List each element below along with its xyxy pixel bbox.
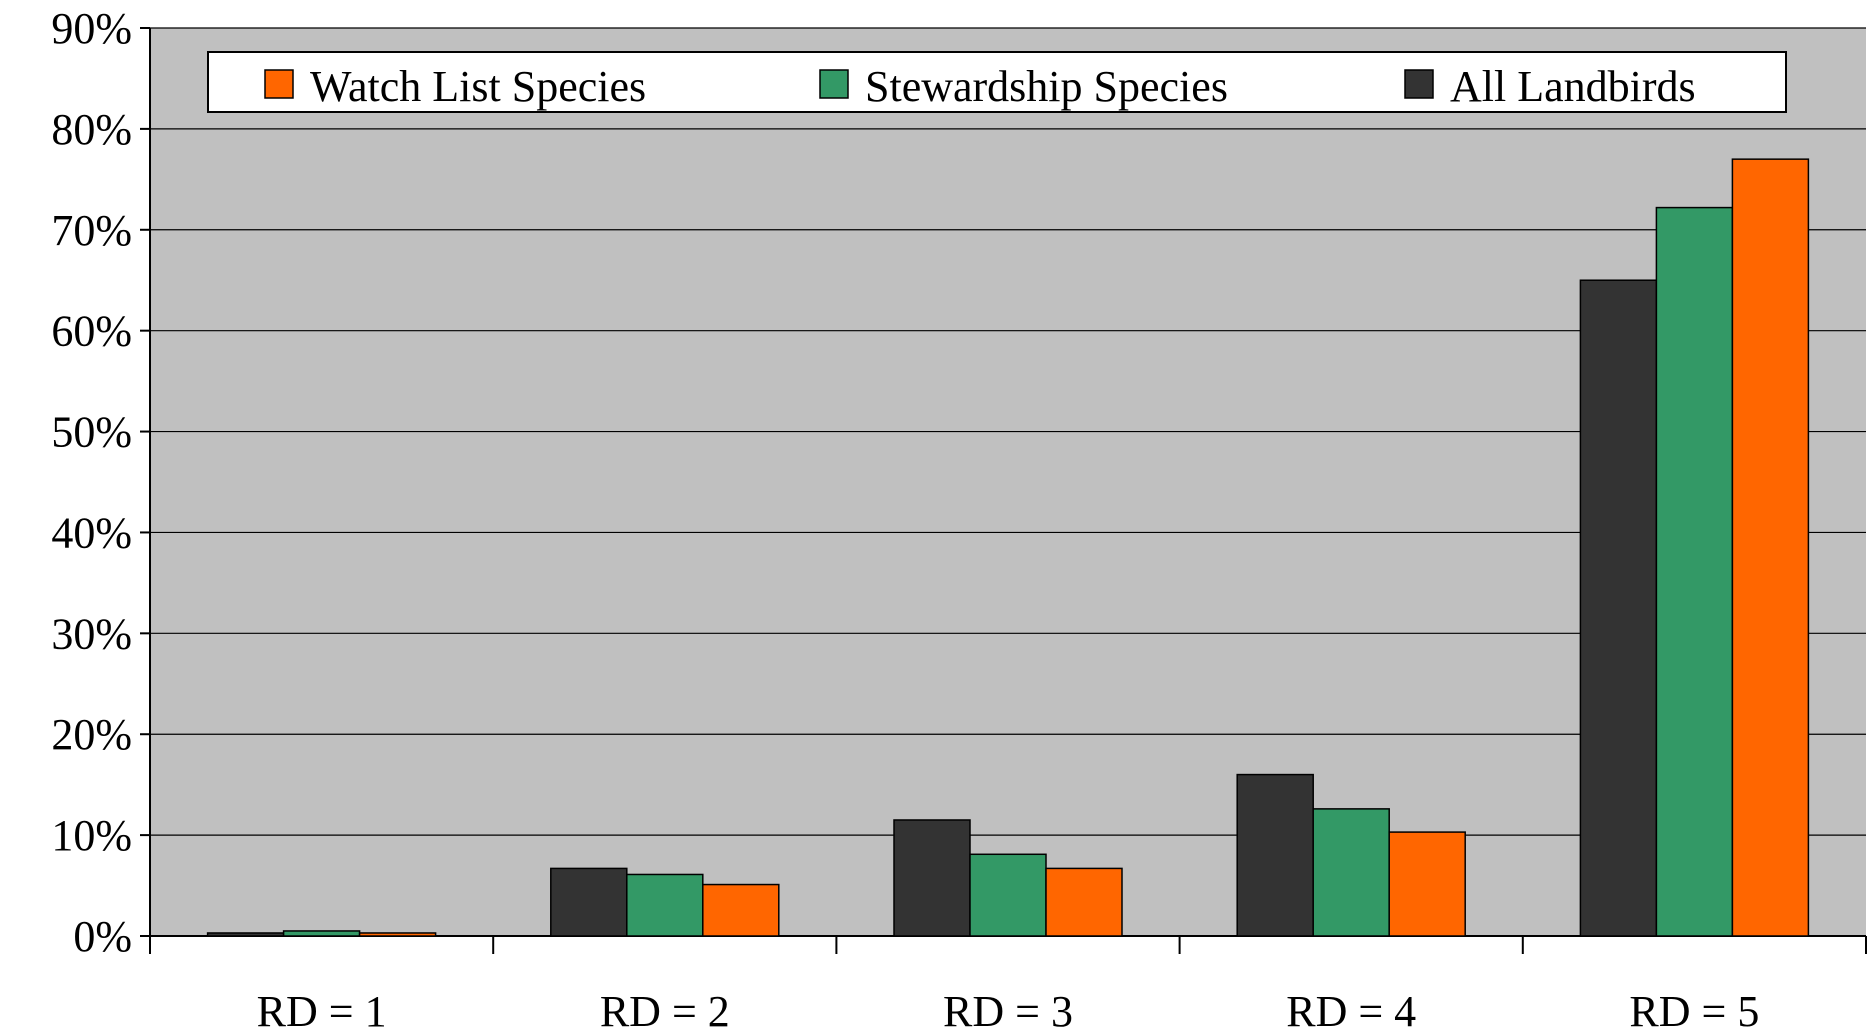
bar-watch-list-species-2 (702, 883, 780, 937)
y-tick-label: 80% (51, 105, 132, 154)
y-tick-label: 90% (51, 4, 132, 53)
y-tick-label: 60% (51, 307, 132, 356)
legend-label-all-landbirds: All Landbirds (1450, 62, 1696, 111)
y-tick-label: 70% (51, 206, 132, 255)
plot-area: 0% 10% 20% 30% 40% 50% 60% 70% 80% 90% RD = 1 RD = … (51, 4, 1867, 1035)
x-tick-label: RD = 3 (943, 987, 1073, 1035)
y-tick-label: 10% (51, 811, 132, 860)
bar-all-landbirds-4 (1236, 773, 1314, 937)
bar-all-landbirds-1 (206, 932, 285, 937)
bar-watch-list-species-1 (358, 932, 437, 937)
y-tick-label: 0% (73, 912, 132, 961)
bar-stewardship-species-4 (1312, 808, 1390, 937)
x-tick-label: RD = 4 (1286, 987, 1416, 1035)
legend: Watch List Species Stewardship Species All… (207, 51, 1787, 113)
bar-stewardship-species-5 (1655, 206, 1734, 937)
x-tick-label: RD = 2 (600, 987, 730, 1035)
y-tick-label: 30% (51, 609, 132, 658)
legend-label-stewardship-species: Stewardship Species (865, 62, 1228, 111)
bar-watch-list-species-5 (1731, 158, 1810, 937)
legend-swatch-stewardship-species (819, 69, 849, 99)
x-tick-label: RD = 1 (257, 987, 387, 1035)
y-tick-label: 50% (51, 408, 132, 457)
bar-stewardship-species-3 (969, 853, 1047, 937)
bar-all-landbirds-5 (1579, 279, 1658, 937)
y-tick-label: 40% (51, 508, 132, 557)
legend-swatch-all-landbirds (1404, 69, 1434, 99)
bar-stewardship-species-2 (626, 873, 704, 937)
bar-watch-list-species-4 (1388, 831, 1466, 937)
legend-label-watch-list-species: Watch List Species (310, 62, 646, 111)
legend-swatch-watch-list-species (264, 69, 294, 99)
legend-box (207, 51, 1787, 113)
bar-watch-list-species-3 (1045, 867, 1123, 937)
x-tick-label: RD = 5 (1629, 987, 1759, 1035)
y-tick-label: 20% (51, 710, 132, 759)
bar-all-landbirds-3 (893, 819, 971, 937)
bar-stewardship-species-1 (282, 930, 361, 937)
bar-all-landbirds-2 (550, 867, 628, 937)
